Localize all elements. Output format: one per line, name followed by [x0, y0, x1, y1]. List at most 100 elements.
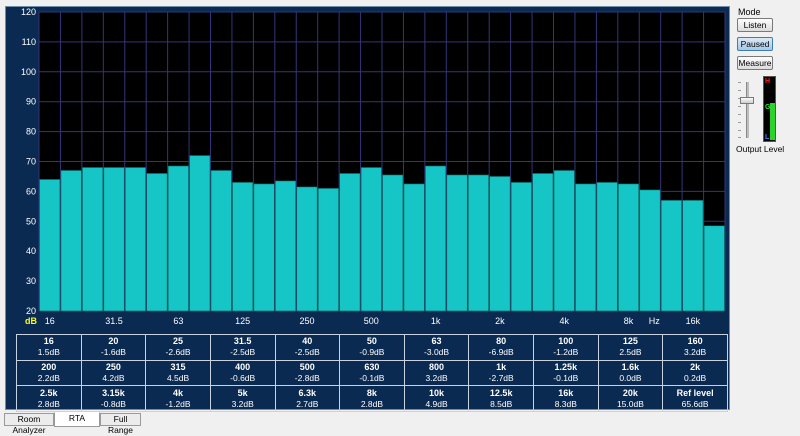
band-level: 4.9dB — [425, 398, 448, 409]
band-cell: 1.6k 0.0dB — [597, 359, 664, 387]
band-cell: 400 -0.6dB — [209, 359, 276, 387]
band-cell: 200 2.2dB — [16, 359, 82, 387]
band-level: -0.1dB — [359, 372, 385, 383]
meter-low-label: L — [765, 134, 770, 141]
rta-bar — [360, 167, 382, 312]
band-cell: 250 4.2dB — [80, 359, 147, 387]
band-frequency: 6.3k — [298, 387, 317, 398]
band-frequency: 800 — [429, 361, 445, 372]
rta-bar — [39, 179, 61, 312]
band-frequency: 10k — [429, 387, 445, 398]
mode-title: Mode — [738, 7, 761, 17]
rta-bar — [682, 200, 704, 312]
output-level-label: Output Level — [736, 144, 785, 154]
band-frequency: 315 — [170, 361, 186, 372]
band-cell: 12.5k 8.5dB — [468, 385, 534, 412]
x-tick-label: 31.5 — [105, 316, 123, 325]
band-level: -2.5dB — [230, 347, 256, 358]
rta-chart: 20 30 40 50 60 70 80 90 100 110 120 dB 16 31.5 63 125 25… — [21, 7, 726, 325]
band-level: 4.2dB — [102, 372, 125, 383]
rta-bar — [553, 170, 575, 312]
band-frequency: 200 — [41, 361, 57, 372]
rta-bar — [253, 183, 275, 312]
band-cell: 80 -6.9dB — [468, 334, 534, 361]
band-frequency: 250 — [105, 361, 121, 372]
band-cell: 8k 2.8dB — [339, 385, 405, 412]
rta-bar — [232, 182, 254, 312]
band-cell: 4k -1.2dB — [145, 385, 211, 412]
rta-bar — [703, 225, 725, 312]
y-tick-label: 120 — [21, 7, 36, 17]
band-cell: 315 4.5dB — [145, 359, 211, 387]
band-cell: 2.5k 2.8dB — [16, 385, 82, 412]
band-level-table: 16 1.5dB 20 -1.6dB 25 -2.6dB 31.5 -2.5dB 40 -2.5d… — [16, 334, 728, 412]
rta-bar — [425, 165, 447, 312]
band-level: -2.6dB — [165, 347, 191, 358]
listen-button[interactable]: Listen — [737, 18, 773, 32]
band-level: 8.5dB — [490, 398, 513, 409]
x-tick-label: 500 — [364, 316, 379, 325]
band-level: 65.6dB — [681, 398, 709, 409]
y-tick-label: 70 — [26, 157, 36, 167]
band-frequency: 20 — [108, 336, 119, 347]
band-cell: 500 -2.8dB — [274, 359, 341, 387]
meter-good-label: G — [765, 104, 771, 111]
band-level: -2.5dB — [294, 347, 320, 358]
band-cell: 3.15k -0.8dB — [80, 385, 147, 412]
rta-bar — [575, 183, 597, 312]
band-cell: 20k 15.0dB — [597, 385, 664, 412]
band-frequency: 400 — [235, 361, 251, 372]
rta-bar — [339, 173, 361, 312]
band-frequency: 1.6k — [621, 361, 640, 372]
paused-button[interactable]: Paused — [737, 37, 773, 51]
y-tick-label: 110 — [22, 37, 36, 47]
measure-button[interactable]: Measure — [737, 56, 773, 70]
tab-room-analyzer[interactable]: Room Analyzer — [4, 413, 54, 435]
rta-bar — [446, 174, 468, 312]
side-panel: Mode Listen Paused Measure H G L Output … — [732, 6, 796, 410]
band-level: 2.8dB — [360, 398, 384, 409]
band-level: 2.7dB — [296, 398, 319, 409]
band-frequency: Ref level — [676, 387, 714, 398]
y-tick-label: 80 — [26, 127, 36, 137]
x-tick-label: 63 — [173, 316, 183, 325]
x-unit-label: Hz — [649, 316, 660, 325]
x-tick-label: 16 — [45, 316, 55, 325]
rta-bar — [489, 176, 511, 312]
rta-bar — [60, 170, 82, 312]
output-slider-track[interactable] — [746, 82, 749, 138]
rta-bar — [596, 182, 618, 312]
band-level: -3.0dB — [424, 347, 450, 358]
band-frequency: 8k — [366, 387, 377, 398]
band-frequency: 12.5k — [489, 387, 513, 398]
band-level: 2.2dB — [37, 372, 60, 383]
y-tick-label: 20 — [26, 306, 36, 316]
band-row: 200 2.2dB 250 4.2dB 315 4.5dB 400 -0.6dB 500 -2.8… — [16, 359, 728, 387]
y-tick-label: 100 — [21, 67, 36, 77]
band-cell: 160 3.2dB — [662, 334, 728, 361]
band-cell: 31.5 -2.5dB — [209, 334, 276, 361]
band-frequency: 50 — [366, 336, 377, 347]
band-cell: 20 -1.6dB — [80, 334, 147, 361]
x-tick-label: 4k — [559, 316, 569, 325]
tab-rta[interactable]: RTA — [54, 412, 100, 427]
tab-full-range[interactable]: Full Range — [100, 413, 141, 435]
band-level: -1.6dB — [100, 347, 126, 358]
band-frequency: 40 — [302, 336, 313, 347]
band-level: 8.3dB — [554, 398, 577, 409]
band-cell: 16 1.5dB — [16, 334, 82, 361]
rta-bar — [317, 188, 339, 312]
band-level: -1.2dB — [553, 347, 579, 358]
output-slider-handle[interactable] — [740, 97, 754, 104]
band-cell: 125 2.5dB — [597, 334, 664, 361]
output-slider-ticks — [738, 82, 744, 138]
band-level: 1.5dB — [37, 347, 60, 358]
band-level: -0.9dB — [359, 347, 385, 358]
band-cell: 10k 4.9dB — [403, 385, 470, 412]
band-frequency: 20k — [622, 387, 638, 398]
band-level: -0.1dB — [553, 372, 579, 383]
band-cell: 40 -2.5dB — [274, 334, 341, 361]
y-tick-label: 30 — [26, 276, 36, 286]
band-frequency: 3.15k — [102, 387, 125, 398]
